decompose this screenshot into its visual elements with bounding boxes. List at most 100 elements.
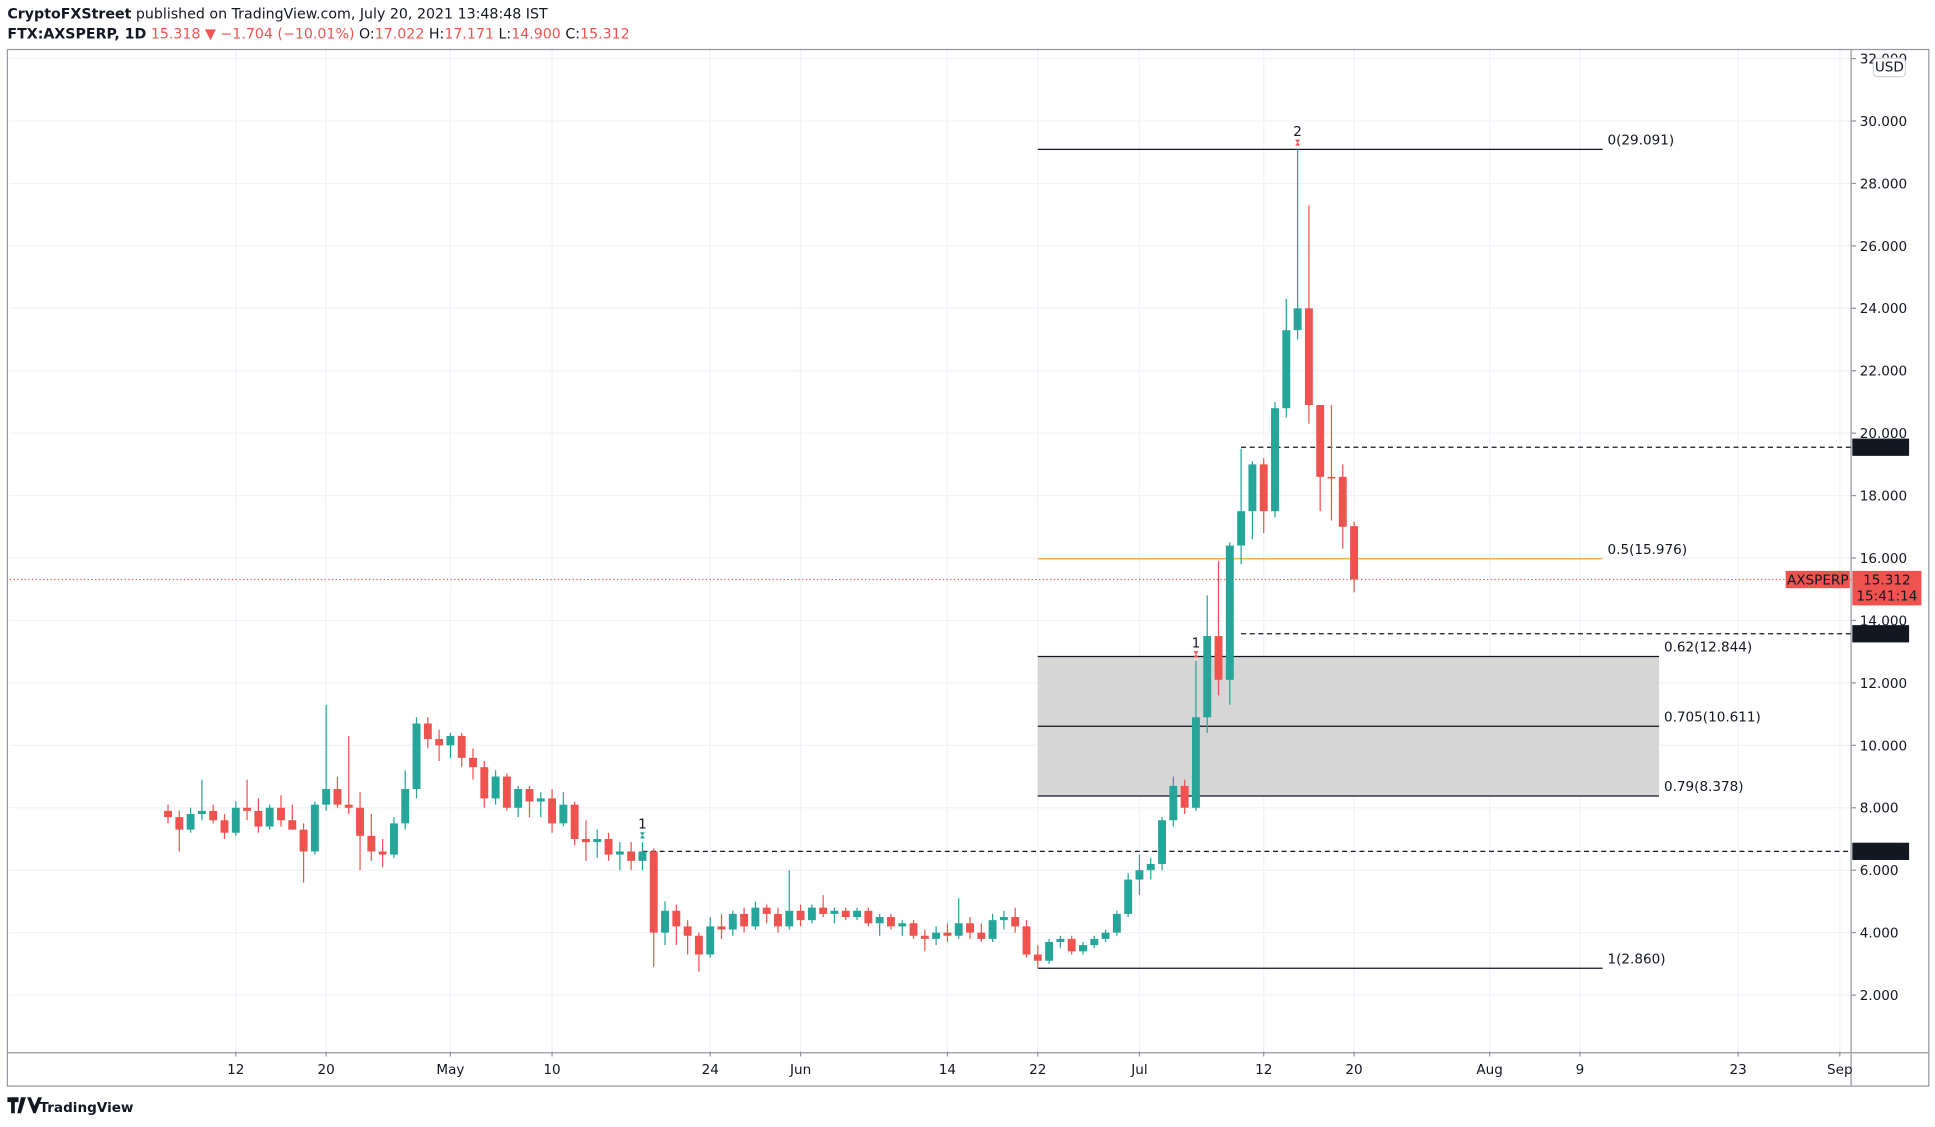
candle-body [661,910,669,933]
candle-body [1293,308,1302,331]
h-label: H: [429,26,444,42]
candle-body [1101,932,1110,939]
candle-body [1214,636,1223,680]
candle-body [728,913,737,930]
candle-body [604,838,613,855]
candle-body [277,807,285,821]
candle-body [649,851,658,933]
candle-body [785,910,794,927]
y-tick-label: 22.000 [1860,364,1907,380]
candle-body [220,820,229,833]
currency-label: USD [1875,60,1904,76]
candle-body [1203,636,1212,718]
candle-body [966,923,974,933]
level-tag [1852,842,1910,860]
symbol: FTX:AXSPERP, 1D [7,26,146,42]
price-tag [1852,570,1922,606]
candle-body [796,910,805,921]
y-tick-label: 16.000 [1860,551,1907,567]
fib-label: 0.5(15.976) [1608,542,1688,558]
y-tick-label: 18.000 [1860,489,1907,505]
candle-body [502,776,511,808]
candle-body [480,767,489,799]
x-tick-label: 14 [939,1062,956,1078]
y-tick-label: 10.000 [1860,738,1907,754]
candle-body [1124,879,1133,914]
candle-body [1338,476,1347,527]
candle-body [1350,526,1359,580]
candle-body [694,935,703,955]
candle-body [864,910,873,924]
y-tick-label: 2.000 [1860,988,1899,1004]
candle-body [164,810,172,818]
candle-body [627,851,636,861]
annotation-label: 2 [1293,124,1302,140]
y-tick-label: 28.000 [1860,176,1907,192]
level-label: 19.550 [1855,440,1907,456]
candle-body [322,789,331,805]
logo: TradingView [7,1097,134,1116]
candle-body [265,807,274,827]
x-tick-label: Aug [1476,1062,1502,1078]
candle-body [299,829,308,852]
candle-body [525,789,534,802]
x-tick-label: 10 [543,1062,560,1078]
candle-body [853,910,862,918]
candle-body [243,807,252,811]
last: 15.318 [151,26,201,42]
candle-body [491,776,500,799]
header-line-2: FTX:AXSPERP, 1D 15.318 ▼ −1.704 (−10.01%… [7,26,629,42]
y-tick-label: 4.000 [1860,926,1899,942]
annotation-marker [1295,139,1301,146]
candle-body [1259,464,1268,512]
candle-body [886,917,895,927]
candle-body [412,723,421,790]
candle-body [1067,938,1076,952]
grid [9,49,1852,1052]
candle-body [288,820,297,830]
y-tick-label: 30.000 [1860,114,1907,130]
candle-body [1011,917,1020,927]
candle-body [1033,954,1042,961]
x-tick-label: 12 [227,1062,244,1078]
candle-body [898,923,907,927]
candle-body [1169,785,1178,821]
candle-body [638,851,647,861]
x-tick-label: 9 [1576,1062,1585,1078]
fib-label: 1(2.860) [1608,951,1666,967]
candle-body [841,910,850,918]
x-tick-label: 24 [702,1062,719,1078]
low: 14.900 [511,26,561,42]
countdown: 15:41:14 [1856,588,1917,604]
currency-badge [1872,57,1906,78]
candle-body [909,923,918,936]
candle-body [559,804,568,824]
candle-body [932,932,941,939]
candle-body [954,923,963,936]
candle-body [774,913,782,927]
fib-label: 0.62(12.844) [1664,640,1752,656]
candle-body [988,920,997,939]
candle-body [175,817,184,830]
candle-body [1045,941,1054,961]
annotation-marker [639,832,645,839]
candle-body [1158,820,1166,864]
candle-body [514,789,523,808]
x-tick-label: 20 [318,1062,335,1078]
x-tick-label: 12 [1255,1062,1272,1078]
x-tick-label: 20 [1345,1062,1362,1078]
x-tick-label: Jun [789,1062,811,1078]
candle-body [762,907,771,914]
candle-body [1056,938,1065,942]
candle-body [548,798,557,824]
annotation-label: 1 [638,817,647,833]
symbol-label: AXSPERP [1787,572,1849,588]
candle-body [1282,330,1291,409]
candle-body [683,926,692,936]
candle-body [310,804,319,852]
y-tick-label: 24.000 [1860,301,1907,317]
candle-body [977,932,986,939]
